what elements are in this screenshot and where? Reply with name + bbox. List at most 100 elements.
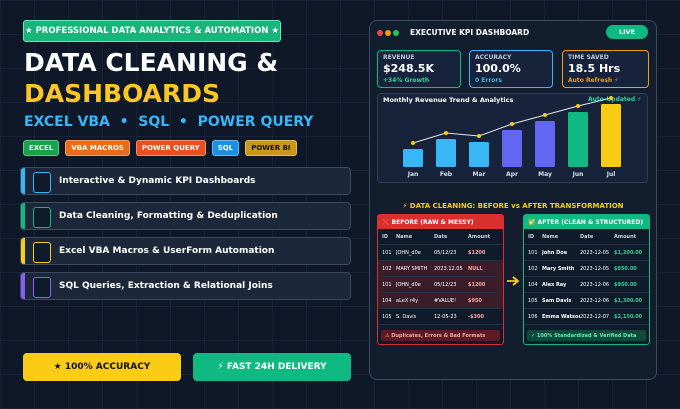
column-header: Name	[396, 233, 413, 240]
table-footer: ⚠ Duplicates, Errors & Bad Formats	[381, 330, 500, 341]
cell: $950.00	[614, 281, 637, 288]
bar	[469, 142, 489, 167]
headline: DASHBOARDS	[24, 79, 221, 108]
feature-icon	[33, 242, 51, 263]
trend-point	[477, 134, 481, 138]
table-row: 105 Sam Davis 2023-12-06 $1,300.00	[524, 293, 649, 309]
table-row: 104 aLeX r4y #VALUE! $950	[378, 293, 503, 309]
trend-point	[444, 131, 448, 135]
cell: aLeX r4y	[396, 297, 419, 304]
kpi-label: ACCURACY	[475, 54, 512, 61]
cell: 104	[528, 281, 538, 288]
cell: $1,300.00	[614, 297, 643, 304]
live-pill: LIVE	[606, 25, 648, 39]
cell: NULL	[468, 265, 483, 272]
accent	[21, 203, 25, 229]
feature-text: SQL Queries, Extraction & Relational Joi…	[59, 281, 273, 291]
cell: 105	[528, 297, 538, 304]
cell: John Doe	[542, 249, 568, 256]
cell: Emma Watson	[542, 313, 580, 320]
column-header: Date	[580, 233, 594, 240]
table-row: 102 MARY SMITH 2023.12.05 NULL	[378, 261, 503, 277]
chart-annotation: Auto-Updated ⚡	[588, 96, 642, 103]
before-table: ❌ BEFORE (RAW & MESSY) ID Name Date Amount 10…	[377, 214, 504, 345]
kpi-card: TIME SAVED 18.5 Hrs Auto Refresh ⚡	[562, 50, 649, 88]
kpi-value: $248.5K	[383, 62, 434, 75]
delivery-button[interactable]: ⚡ FAST 24H DELIVERY	[193, 353, 351, 381]
column-header: Amount	[468, 233, 491, 240]
feature-icon	[33, 277, 51, 298]
bar	[601, 104, 621, 167]
table-row: 102 Mary Smith 2023-12-05 $850.00	[524, 261, 649, 277]
bar	[403, 149, 423, 167]
cell: Mary Smith	[542, 265, 575, 272]
tag: VBA MACROS	[65, 140, 130, 156]
cell: #VALUE!	[434, 297, 457, 304]
cell: 05/12/23	[434, 281, 457, 288]
section-title: ⚡ DATA CLEANING: BEFORE vs AFTER TRANSFO…	[402, 202, 624, 210]
kpi-note: Auto Refresh ⚡	[568, 77, 619, 84]
tag: EXCEL	[23, 140, 60, 156]
x-tick-label: Jan	[407, 171, 419, 178]
tag: POWER QUERY	[135, 140, 206, 156]
kpi-note: +34% Growth	[383, 77, 430, 84]
header-row: ID Name Date Amount	[378, 229, 503, 245]
chart: Jan Feb Mar Apr May Jun Jul	[403, 96, 621, 178]
cell: 101	[528, 249, 538, 256]
cell: 2023-12-05	[580, 249, 610, 256]
cell: Alex Ray	[542, 281, 567, 288]
kpi-value: 18.5 Hrs	[568, 62, 621, 75]
dashboard-title: EXECUTIVE KPI DASHBOARD	[410, 28, 530, 37]
bar	[568, 112, 588, 167]
table-row: 106 Emma Watson 2023-12-07 $2,150.00	[524, 309, 649, 325]
cell: $2,150.00	[614, 313, 643, 320]
cell: 2023-12-06	[580, 281, 610, 288]
trend-point	[543, 113, 547, 117]
feature-card: SQL Queries, Extraction & Relational Joi…	[20, 272, 351, 300]
table-row: 101 JOHN_d0e 05/12/23 $1200	[378, 277, 503, 293]
accent	[21, 168, 25, 194]
table-row: 101 John Doe 2023-12-05 $1,200.00	[524, 245, 649, 261]
headline: DATA CLEANING &	[24, 48, 279, 77]
window-dots	[377, 30, 399, 36]
kpi-label: REVENUE	[383, 54, 415, 61]
column-header: Amount	[614, 233, 637, 240]
cell: JOHN_d0e	[396, 281, 421, 288]
table-row: 105 S. Davis 12-05-23 -$300	[378, 309, 503, 325]
header-row: ID Name Date Amount	[524, 229, 649, 245]
feature-text: Excel VBA Macros & UserForm Automation	[59, 246, 275, 256]
arrow	[507, 276, 520, 286]
cell: 05/12/23	[434, 249, 457, 256]
feature-text: Interactive & Dynamic KPI Dashboards	[59, 176, 256, 186]
cell: 101	[382, 281, 392, 288]
cell: MARY SMITH	[396, 265, 428, 272]
column-header: ID	[382, 233, 389, 240]
kpi-label: TIME SAVED	[568, 54, 609, 61]
accuracy-button[interactable]: ★ 100% ACCURACY	[23, 353, 181, 381]
cell: 102	[528, 265, 538, 272]
cell: 2023-12-05	[580, 265, 610, 272]
table-row: 104 Alex Ray 2023-12-06 $950.00	[524, 277, 649, 293]
trend-point	[510, 122, 514, 126]
x-tick-label: Apr	[506, 171, 518, 178]
cell: 2023-12-07	[580, 313, 610, 320]
feature-icon	[33, 207, 51, 228]
x-tick-label: Feb	[440, 171, 453, 178]
trend-point	[576, 104, 580, 108]
cell: $1,200.00	[614, 249, 643, 256]
feature-card: Interactive & Dynamic KPI Dashboards	[20, 167, 351, 195]
cell: $1200	[468, 249, 486, 256]
tag-row: EXCEL VBA MACROS POWER QUERY SQL POWER BI	[23, 140, 297, 156]
trend-point	[609, 96, 613, 100]
x-tick-label: May	[538, 171, 552, 178]
bar	[436, 139, 456, 167]
cell: 2023.12.05	[434, 265, 463, 272]
cell: $850.00	[614, 265, 637, 272]
accent	[21, 273, 25, 299]
column-header: Name	[542, 233, 559, 240]
bar	[535, 121, 555, 167]
cell: -$300	[468, 313, 484, 320]
column-header: ID	[528, 233, 535, 240]
feature-icon	[33, 172, 51, 193]
